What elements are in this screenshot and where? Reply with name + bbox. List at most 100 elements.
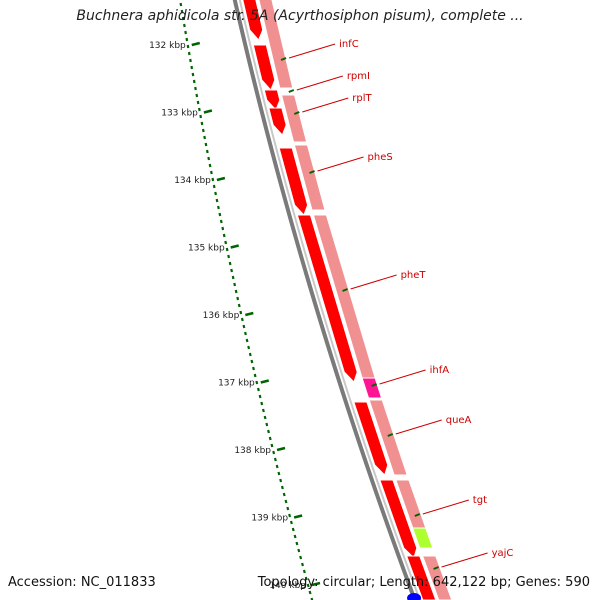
gc-dot [189,58,192,63]
tick-mark [276,446,286,452]
gc-dot [218,212,222,217]
gc-dot [295,541,299,546]
gene-segment-dark [296,214,358,383]
tick-mark [311,581,321,587]
label-leader [317,156,364,172]
gc-dot [234,289,238,294]
gc-dot [275,464,279,469]
gene-label-infC: infC [339,39,359,50]
tick-mark [260,379,270,384]
gc-dot [200,121,204,126]
gc-dot [255,380,259,385]
label-leader [441,552,488,568]
gc-dot [239,310,243,315]
gc-dot [227,254,231,259]
gene-label-pheT: pheT [401,270,427,281]
gc-dot [183,23,186,28]
gene-segment-light [293,144,326,211]
gc-dot [231,275,235,280]
gene-label-pheS: pheS [368,152,393,163]
gc-dot [195,93,199,98]
gene-segment-dark [379,479,418,559]
gc-dot [208,163,212,168]
gc-dot [272,450,276,455]
gene-tracks [242,0,453,600]
gc-dot [179,2,183,7]
gc-dot [299,555,303,560]
label-leader [395,419,442,435]
gc-dot [192,79,196,84]
gc-dot [184,30,187,35]
gc-dot [265,422,269,427]
gc-dot [228,261,232,266]
gc-dot [291,527,295,532]
gene-segment-dark [252,44,276,91]
feature-tick [342,288,348,292]
gc-dot [282,492,286,497]
gc-dot [230,268,233,273]
gc-dot [203,135,207,140]
gc-dot [260,401,264,406]
gene-segment-dark [242,0,264,41]
accession-text: Accession: NC_011833 [8,575,156,590]
tick-mark [203,109,213,114]
gc-dot [304,576,308,581]
gc-dot [211,177,215,182]
gc-dot [245,338,249,343]
gc-dot [301,562,304,567]
gc-dot [186,44,190,49]
gc-dot [244,331,247,336]
gc-dot [180,9,184,14]
gene-label-queA: queA [446,415,472,426]
gc-dot [248,352,252,357]
gc-dot [185,37,189,42]
gc-dot [187,51,191,56]
gc-dot [217,205,220,210]
kbp-ruler: 132 kbp 133 kbp 134 kbp 135 kbp 136 kbp 137 k… [149,41,321,591]
gc-dot [190,65,194,70]
label-leader [379,369,426,385]
gc-dot [273,457,277,462]
gc-dot [222,233,226,238]
gene-segment-light [258,0,294,89]
gc-dot [205,149,209,154]
gc-dot [221,226,225,231]
gene-segment-dark [263,89,281,111]
gc-dot [252,366,255,371]
yajC-feature [411,527,434,549]
gc-dot [181,16,185,21]
tick-label: 133 kbp [161,109,198,119]
gene-label-rplT: rplT [352,93,372,104]
tick-mark [230,244,240,249]
gene-label-yajC: yajC [492,548,514,559]
gc-dot [224,240,228,245]
tick-label: 132 kbp [149,41,186,51]
feature-tick [293,111,300,115]
gene-segment-dark [405,555,437,600]
gc-dot [293,534,297,539]
gc-dot [225,247,229,252]
gc-dot [191,72,195,77]
gc-dot [256,387,260,392]
label-leader [350,274,397,290]
feature-tick [433,566,439,570]
gc-dot [201,128,205,133]
label-leader [288,43,336,59]
feature-tick [280,57,287,61]
gc-dot [237,303,241,308]
gc-dot [215,198,219,203]
ihfA-feature [361,377,383,399]
feature-tick [309,170,315,174]
tick-mark [245,311,254,317]
gc-dot [297,548,301,553]
tick-label: 137 kbp [218,379,255,389]
gc-dot [261,408,265,413]
tick-label: 136 kbp [203,311,240,321]
gene-label-ihfA: ihfA [430,365,450,376]
gc-dot [288,513,292,518]
gene-segment-light [421,555,453,600]
gc-dot [279,478,283,483]
tick-label: 135 kbp [188,244,225,254]
gc-dot [270,443,274,448]
